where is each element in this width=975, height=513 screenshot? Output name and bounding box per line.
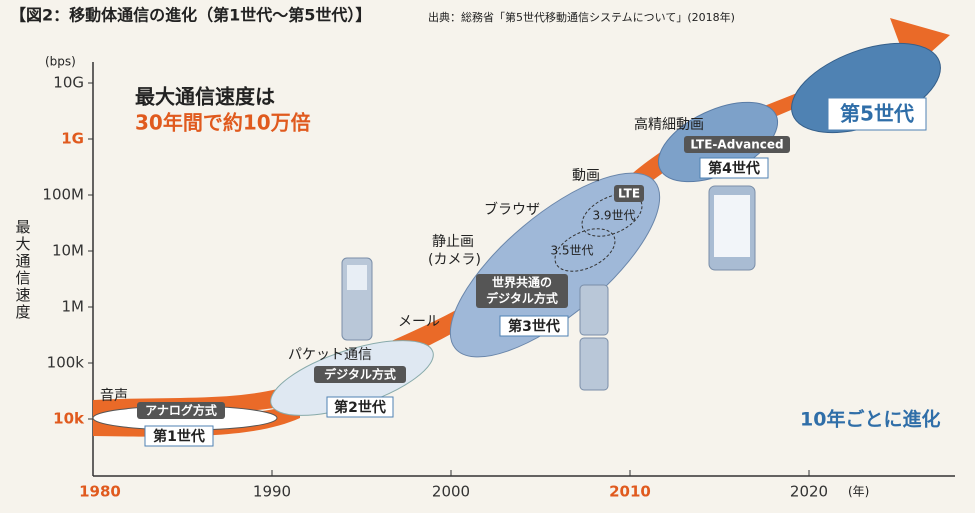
flip-phone-base bbox=[579, 337, 609, 391]
tech-label: アナログ方式 bbox=[145, 403, 217, 418]
gen-box bbox=[699, 157, 769, 179]
gen-box bbox=[827, 97, 927, 131]
use-label: (カメラ) bbox=[428, 252, 481, 268]
gen-name: 第1世代 bbox=[153, 428, 205, 445]
tech-label: デジタル方式 bbox=[486, 291, 558, 306]
use-label: 動画 bbox=[572, 168, 600, 184]
x-tick-label: 2000 bbox=[432, 483, 470, 501]
badge bbox=[314, 366, 406, 383]
note: 10年ごとに進化 bbox=[800, 408, 940, 431]
gen-name: 第4世代 bbox=[708, 160, 760, 177]
use-label: 音声 bbox=[100, 387, 128, 404]
gen-name: 第2世代 bbox=[334, 399, 386, 416]
x-unit: (年) bbox=[848, 485, 869, 499]
smartphone-screen bbox=[714, 195, 750, 257]
x-tick-label: 1990 bbox=[253, 483, 291, 501]
y-tick-label: 100M bbox=[42, 186, 84, 204]
x-tick-label: 2020 bbox=[790, 483, 828, 501]
badge bbox=[614, 185, 644, 202]
y-tick-label: 10G bbox=[53, 74, 84, 92]
use-label: 静止画 bbox=[432, 234, 474, 250]
badge bbox=[137, 402, 225, 419]
tech-label: 世界共通の bbox=[492, 275, 552, 290]
source: 出典：総務省「第5世代移動通信システムについて」(2018年) bbox=[428, 10, 735, 24]
use-label: 高精細動画 bbox=[634, 116, 704, 133]
badge bbox=[476, 274, 568, 308]
tech-label: LTE-Advanced bbox=[690, 138, 783, 152]
x-tick-label: 2010 bbox=[609, 483, 651, 501]
gen-box bbox=[326, 396, 394, 418]
headline-2: 30年間で約10万倍 bbox=[135, 111, 311, 135]
y-tick-label: 1M bbox=[62, 298, 85, 316]
headline-1: 最大通信速度は bbox=[135, 85, 275, 109]
x-tick-label: 1980 bbox=[79, 483, 121, 501]
y-label: 最大通信速度 bbox=[14, 219, 32, 321]
phone-screen bbox=[347, 265, 367, 290]
gen-box bbox=[144, 425, 214, 447]
tech-label: デジタル方式 bbox=[324, 367, 396, 382]
sub-gen: 3.5世代 bbox=[550, 244, 593, 258]
use-label: パケット通信 bbox=[288, 347, 372, 363]
sub-gen: 3.9世代 bbox=[592, 209, 635, 223]
title: 【図2：移動体通信の進化（第1世代〜第5世代）】 bbox=[10, 6, 371, 25]
gen-name: 第5世代 bbox=[840, 102, 914, 126]
y-tick-label: 10k bbox=[53, 410, 85, 428]
use-label: ブラウザ bbox=[484, 201, 540, 218]
gen-box bbox=[499, 315, 569, 337]
gen-name: 第3世代 bbox=[508, 318, 560, 335]
tech-label: LTE bbox=[618, 187, 640, 201]
y-unit: (bps) bbox=[45, 55, 76, 69]
use-label: メール bbox=[398, 314, 440, 330]
y-tick-label: 1G bbox=[61, 130, 84, 148]
flip-phone-icon bbox=[579, 284, 609, 336]
y-tick-label: 10M bbox=[52, 242, 84, 260]
y-tick-label: 100k bbox=[47, 354, 85, 372]
badge bbox=[684, 136, 790, 153]
